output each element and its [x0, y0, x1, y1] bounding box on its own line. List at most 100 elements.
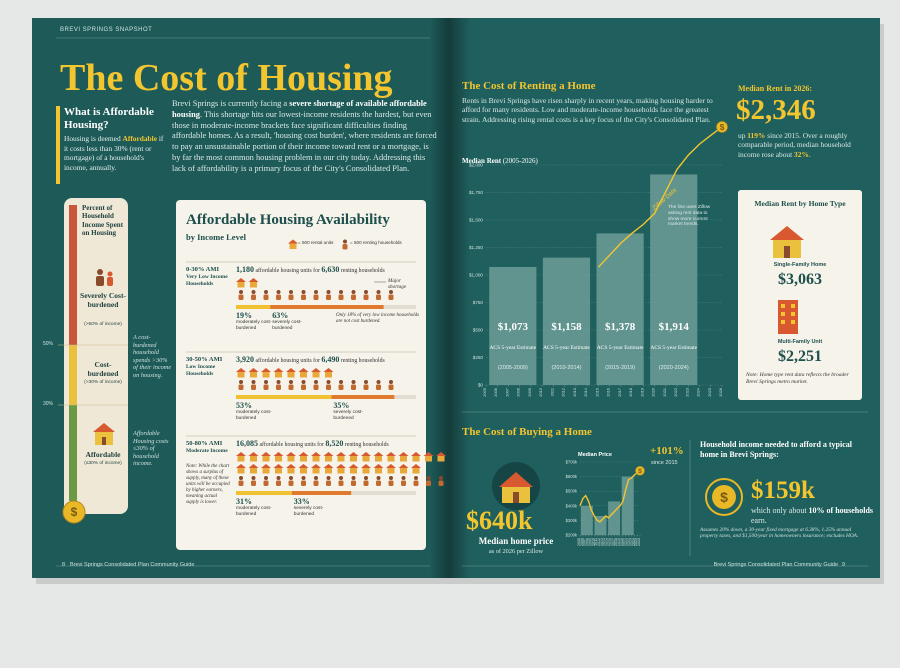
y-tick-label: $1,500: [469, 218, 483, 223]
legend-entry: = 500 renting households: [350, 240, 402, 245]
price-value: $640k: [466, 506, 533, 535]
text: up: [738, 131, 746, 140]
person-icon-body: [238, 384, 244, 390]
house-icon-body: [312, 468, 320, 474]
person-icon-head: [276, 290, 281, 294]
x-tick-label: 2009: [527, 388, 532, 397]
person-icon-head: [264, 290, 268, 294]
availability-headline: 3,920 affordable housing units for 6,490…: [236, 355, 426, 365]
x-tick-label: 2018: [614, 538, 618, 546]
person-icon-head: [389, 380, 393, 384]
income-heading: Household income needed to afford a typi…: [700, 440, 852, 459]
moderate-burden-bar: [236, 491, 292, 495]
income-value: $159k: [751, 477, 815, 504]
sidebar-accent: [56, 106, 60, 184]
y-tick-label: $300k: [566, 518, 578, 523]
gauge-level: Severely Cost-burdened: [80, 291, 126, 309]
intro-paragraph: Brevi Springs is currently facing a seve…: [172, 99, 438, 174]
person-icon-head: [314, 290, 318, 294]
person-icon-head: [251, 380, 256, 384]
house-icon-roof: [286, 464, 296, 468]
y-tick-label: $750: [473, 300, 484, 305]
income-note: Assumes 20% down, a 30-year fixed mortga…: [700, 527, 859, 540]
person-icon-body: [363, 480, 369, 486]
households-icon-row: [238, 476, 444, 486]
person-icon-body: [301, 480, 306, 486]
section-heading: The Cost of Buying a Home: [462, 426, 592, 438]
units-icon-row: [236, 368, 334, 378]
house-icon-body: [400, 468, 407, 474]
house-icon-roof: [336, 452, 346, 456]
house-icon-body: [375, 468, 382, 474]
person-icon-body: [276, 384, 281, 390]
person-icon-head: [264, 476, 268, 480]
person-icon-head: [276, 380, 281, 384]
severe-burden-value: 35%: [333, 401, 350, 410]
person-icon-body: [313, 384, 319, 390]
moderate-burden-label: moderately cost-burdened: [236, 320, 272, 331]
text: earn.: [751, 515, 767, 525]
house-icon-roof: [311, 368, 321, 372]
income-coin-icon: $: [705, 478, 743, 516]
line-end-coin: [716, 121, 728, 133]
house-icon-roof: [248, 278, 259, 282]
change-value: +101%: [650, 445, 684, 457]
households-value: 6,630: [321, 265, 340, 274]
person-icon-head: [239, 290, 243, 294]
house-icon-body: [250, 372, 257, 378]
person-icon-body: [413, 480, 419, 486]
house-icon-roof: [361, 464, 371, 468]
x-tick-label: 2022: [626, 538, 630, 546]
line-end-coin: [635, 465, 645, 476]
house-icon-body: [325, 372, 332, 378]
units-value: 3,920: [236, 355, 254, 364]
x-tick-label: 2021: [623, 538, 627, 546]
house-icon-roof: [436, 452, 446, 456]
house-icon-body: [425, 456, 432, 462]
person-icon-body: [288, 384, 294, 390]
house-icon-body: [275, 372, 282, 378]
connector-text: affordable housing units for: [255, 358, 320, 364]
person-icon-head: [326, 380, 331, 384]
x-tick-label: 2012: [561, 388, 566, 397]
person-icon-body: [363, 294, 369, 300]
bar-value-label: $1,073: [498, 321, 529, 333]
x-tick-label: 2016: [608, 538, 612, 546]
person-icon-head: [426, 476, 431, 480]
x-tick-label: 2020: [620, 538, 624, 546]
price-source: as of 2026 per Zillow: [488, 548, 544, 555]
house-icon-body: [250, 468, 257, 474]
house-icon-roof: [298, 452, 309, 456]
bar: [489, 266, 537, 385]
x-tick-label: 2017: [611, 538, 615, 546]
person-icon-head: [326, 476, 331, 480]
person-icon-body: [238, 294, 244, 300]
gauge-tick: 50%: [43, 341, 54, 347]
x-tick-label: 2018: [628, 388, 633, 397]
home-type-name: Multi-Family Unit: [777, 339, 823, 345]
page-header: BREVI SPRINGS SNAPSHOT: [60, 27, 153, 33]
house-icon-roof: [273, 452, 284, 456]
house-icon-body: [262, 456, 270, 462]
person-icon-body: [351, 384, 356, 390]
sidebar-heading: What is Affordable Housing?: [64, 106, 154, 132]
house-icon-body: [275, 456, 282, 462]
home-type-name: Single-Family Home: [773, 262, 827, 268]
coin-symbol: $: [720, 123, 725, 132]
x-tick-label: 2016: [606, 388, 611, 397]
gauge-range: (≤30% of income): [84, 461, 122, 466]
x-tick-label: 2020: [651, 387, 656, 397]
person-icon-body: [276, 480, 281, 486]
person-icon-body: [301, 294, 306, 300]
house-icon-roof: [236, 278, 246, 282]
change-label: since 2015: [651, 460, 678, 466]
person-icon-body: [263, 480, 269, 486]
households-icon-row: [238, 380, 394, 390]
x-tick-label: 2014: [583, 387, 588, 397]
person-icon-head: [289, 380, 293, 384]
house-icon-body: [400, 456, 407, 462]
sidebar-text: Housing is deemed Affordable if it costs…: [64, 134, 168, 173]
text: which only about: [751, 506, 807, 515]
person-icon-head: [376, 380, 381, 384]
single-family-icon: [770, 226, 804, 258]
